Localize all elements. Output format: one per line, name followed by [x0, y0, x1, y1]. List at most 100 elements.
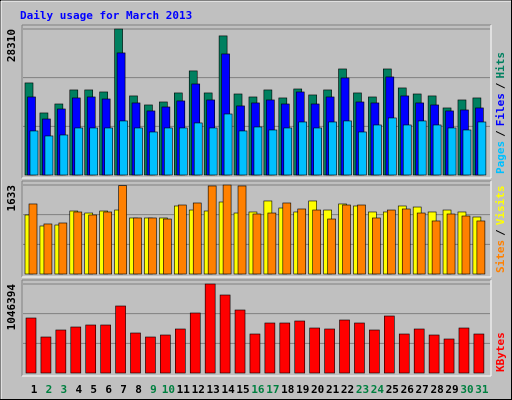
legend-separator: / — [494, 229, 507, 236]
x-tick-label: 23 — [356, 383, 369, 396]
bar — [328, 121, 337, 176]
bar — [324, 328, 335, 374]
bar — [268, 129, 278, 176]
bar — [100, 324, 111, 374]
x-tick-label: 1 — [31, 383, 38, 396]
bar — [204, 283, 216, 374]
bar — [477, 121, 487, 176]
x-tick-label: 16 — [251, 383, 265, 396]
bar — [432, 124, 442, 176]
bar — [178, 204, 187, 275]
bar — [327, 218, 336, 275]
bar — [264, 322, 276, 374]
bar — [192, 202, 202, 275]
bar — [44, 135, 54, 176]
bar — [446, 213, 456, 275]
bar — [219, 294, 231, 374]
bar — [238, 130, 248, 176]
bar — [74, 127, 84, 176]
x-tick-label: 4 — [75, 383, 82, 396]
bar — [70, 326, 82, 374]
bar — [252, 213, 262, 275]
bar — [193, 122, 203, 176]
y-tick-label: 1046394 — [5, 284, 18, 331]
legend: Pages / Files / Hits — [494, 52, 507, 174]
bar — [473, 333, 485, 374]
bar — [149, 131, 158, 176]
bar — [73, 211, 83, 275]
x-tick-label: 21 — [326, 383, 340, 396]
bar — [145, 336, 156, 374]
bar — [431, 220, 441, 275]
bar — [416, 212, 426, 275]
bar — [372, 217, 381, 275]
x-tick-label: 19 — [296, 383, 309, 396]
bar — [279, 322, 291, 374]
legend: KBytes — [494, 332, 507, 372]
x-tick-label: 8 — [135, 383, 142, 396]
bar — [208, 127, 218, 176]
bar — [40, 336, 52, 374]
y-tick-label: 1633 — [5, 185, 18, 212]
bar — [148, 217, 157, 275]
x-tick-label: 12 — [192, 383, 205, 396]
bar — [104, 127, 113, 176]
x-tick-label: 17 — [266, 383, 279, 396]
x-tick-label: 20 — [311, 383, 324, 396]
x-tick-label: 22 — [341, 383, 354, 396]
bar — [358, 131, 367, 176]
bar — [369, 329, 380, 374]
bar — [134, 127, 143, 176]
x-tick-label: 14 — [221, 383, 235, 396]
bar — [59, 134, 69, 176]
bar — [283, 127, 293, 176]
legend-entry: KBytes — [494, 332, 507, 372]
bar — [428, 334, 440, 374]
bar — [118, 185, 127, 275]
x-tick-label: 6 — [105, 383, 112, 396]
bar — [401, 208, 411, 275]
x-tick-label: 29 — [445, 383, 458, 396]
bar — [237, 185, 247, 275]
legend: Sites / Visits — [494, 186, 507, 274]
bar — [119, 120, 128, 176]
bar — [398, 333, 410, 374]
x-tick-label: 30 — [460, 383, 473, 396]
x-tick-label: 25 — [386, 383, 399, 396]
x-tick-label: 2 — [46, 383, 53, 396]
bar — [373, 124, 382, 176]
bar — [443, 338, 455, 374]
bar — [461, 215, 471, 275]
x-tick-label: 9 — [150, 383, 157, 396]
bar — [282, 202, 292, 275]
bar — [164, 127, 173, 176]
bar — [388, 117, 397, 176]
x-tick-label: 15 — [236, 383, 249, 396]
bar — [103, 211, 112, 275]
legend-entry: Files — [494, 93, 507, 126]
bar — [234, 309, 246, 374]
bar — [343, 120, 352, 176]
bar — [267, 212, 277, 275]
bar — [313, 127, 322, 176]
bar — [55, 329, 67, 374]
bar — [163, 218, 172, 275]
bar — [223, 113, 233, 176]
bar — [85, 324, 97, 374]
bar — [253, 126, 263, 176]
bar — [413, 328, 425, 374]
bar — [43, 223, 53, 275]
bar — [297, 208, 307, 275]
bar — [58, 222, 68, 275]
legend-entry: Sites — [494, 240, 507, 273]
bar — [342, 204, 351, 275]
bar — [402, 124, 412, 176]
x-tick-label: 27 — [416, 383, 429, 396]
bar — [88, 214, 98, 275]
bar — [160, 334, 171, 374]
legend-separator: / — [494, 130, 507, 137]
bar — [115, 305, 126, 374]
bar — [476, 220, 486, 275]
